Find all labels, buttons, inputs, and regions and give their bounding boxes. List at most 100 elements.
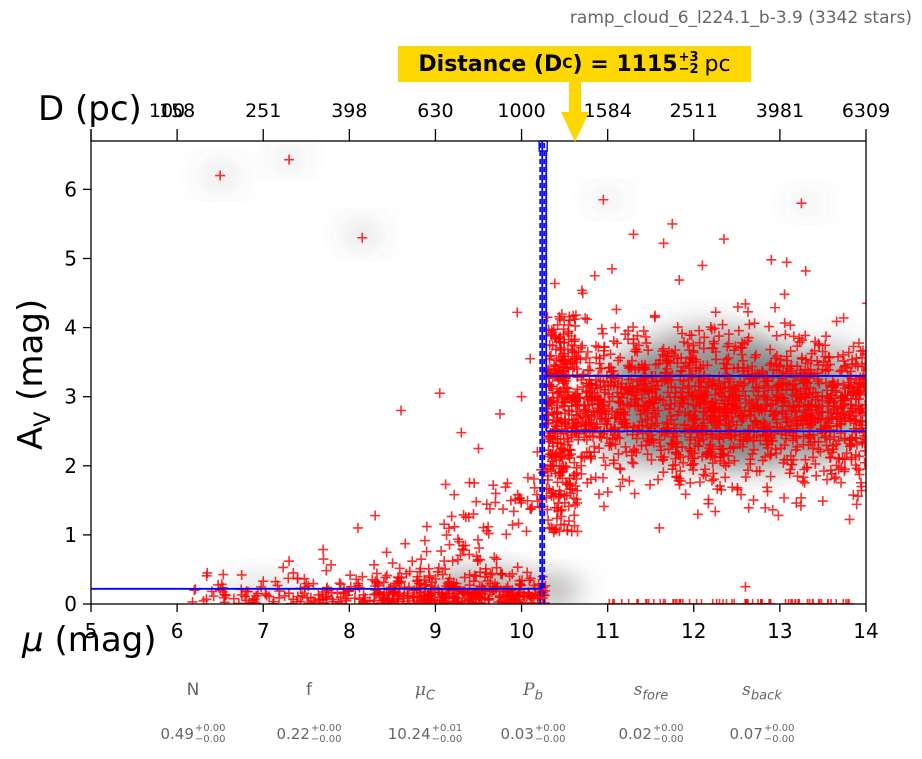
star-point	[335, 579, 346, 590]
star-point	[697, 260, 708, 271]
star-point	[818, 466, 829, 477]
star-point	[755, 435, 766, 446]
x-tick-label: 8	[343, 619, 356, 643]
star-point	[801, 414, 812, 425]
star-point	[598, 472, 609, 483]
star-point	[869, 380, 879, 390]
star-point	[584, 447, 595, 458]
star-point	[615, 352, 626, 363]
star-point	[504, 571, 515, 582]
star-point	[423, 591, 434, 602]
y-tick-label: 4	[64, 316, 77, 340]
star-point	[808, 599, 819, 604]
star-point	[850, 407, 861, 418]
star-point	[720, 363, 731, 374]
star-point	[759, 376, 770, 387]
star-point	[780, 425, 791, 436]
star-point	[569, 520, 580, 531]
star-point	[562, 525, 573, 536]
star-point	[790, 391, 801, 402]
star-point	[613, 373, 624, 384]
star-point	[788, 454, 799, 465]
star-point	[444, 539, 455, 550]
star-point	[490, 488, 501, 499]
star-point	[843, 347, 854, 358]
star-point	[610, 439, 621, 450]
star-point	[748, 495, 759, 506]
star-point	[745, 458, 756, 469]
star-point	[525, 573, 536, 584]
star-point	[688, 340, 699, 351]
star-point	[468, 594, 479, 604]
star-point	[596, 323, 607, 334]
star-point	[692, 509, 703, 520]
star-point	[641, 373, 652, 384]
star-point	[680, 489, 691, 500]
star-point	[707, 342, 718, 353]
star-point	[256, 581, 267, 592]
star-point	[766, 254, 777, 265]
star-point	[630, 364, 641, 375]
star-point	[600, 460, 611, 471]
star-point	[767, 435, 778, 446]
top-tick-label: 2511	[670, 100, 718, 122]
star-point	[850, 449, 861, 460]
star-point	[587, 383, 598, 394]
star-point	[852, 491, 863, 502]
star-point	[554, 313, 565, 324]
star-point	[785, 320, 796, 331]
star-point	[717, 319, 728, 330]
star-point	[543, 369, 554, 380]
star-point	[667, 438, 678, 449]
star-point	[458, 509, 469, 520]
star-point	[562, 479, 573, 490]
star-point	[550, 361, 561, 372]
star-point	[850, 359, 861, 370]
star-point	[202, 567, 213, 578]
star-point	[716, 405, 727, 416]
star-point	[553, 333, 564, 344]
star-point	[698, 343, 709, 354]
star-point	[614, 433, 625, 444]
star-point	[686, 390, 697, 401]
star-point	[744, 395, 755, 406]
star-point	[724, 430, 735, 441]
star-point	[628, 322, 639, 333]
star-point	[639, 401, 650, 412]
star-point	[547, 449, 558, 460]
top-tick-label: 630	[417, 100, 453, 122]
star-point	[632, 346, 643, 357]
star-point	[843, 410, 854, 421]
x-tick-label: 12	[681, 619, 706, 643]
star-point	[421, 546, 432, 557]
star-point	[837, 349, 848, 360]
star-point	[423, 563, 434, 574]
star-point	[836, 477, 847, 488]
x-tick-label: 14	[853, 619, 878, 643]
star-point	[581, 420, 592, 431]
star-point	[657, 349, 668, 360]
star-point	[786, 599, 797, 604]
star-point	[658, 238, 669, 249]
star-point	[208, 591, 219, 602]
star-point	[640, 384, 651, 395]
star-point	[796, 198, 807, 209]
star-point	[571, 410, 582, 421]
star-point	[558, 434, 569, 445]
star-point	[686, 372, 697, 383]
star-point	[556, 414, 567, 425]
star-point	[750, 417, 761, 428]
star-point	[591, 419, 602, 430]
star-point	[278, 562, 289, 573]
star-point	[474, 543, 485, 554]
x-tick-label: 5	[85, 619, 98, 643]
star-point	[809, 369, 820, 380]
star-point	[472, 556, 483, 567]
star-point	[357, 571, 368, 582]
star-point	[439, 556, 450, 567]
star-point	[417, 595, 428, 604]
star-point	[441, 530, 452, 541]
star-points	[187, 154, 879, 604]
star-point	[723, 381, 734, 392]
star-point	[187, 596, 198, 604]
